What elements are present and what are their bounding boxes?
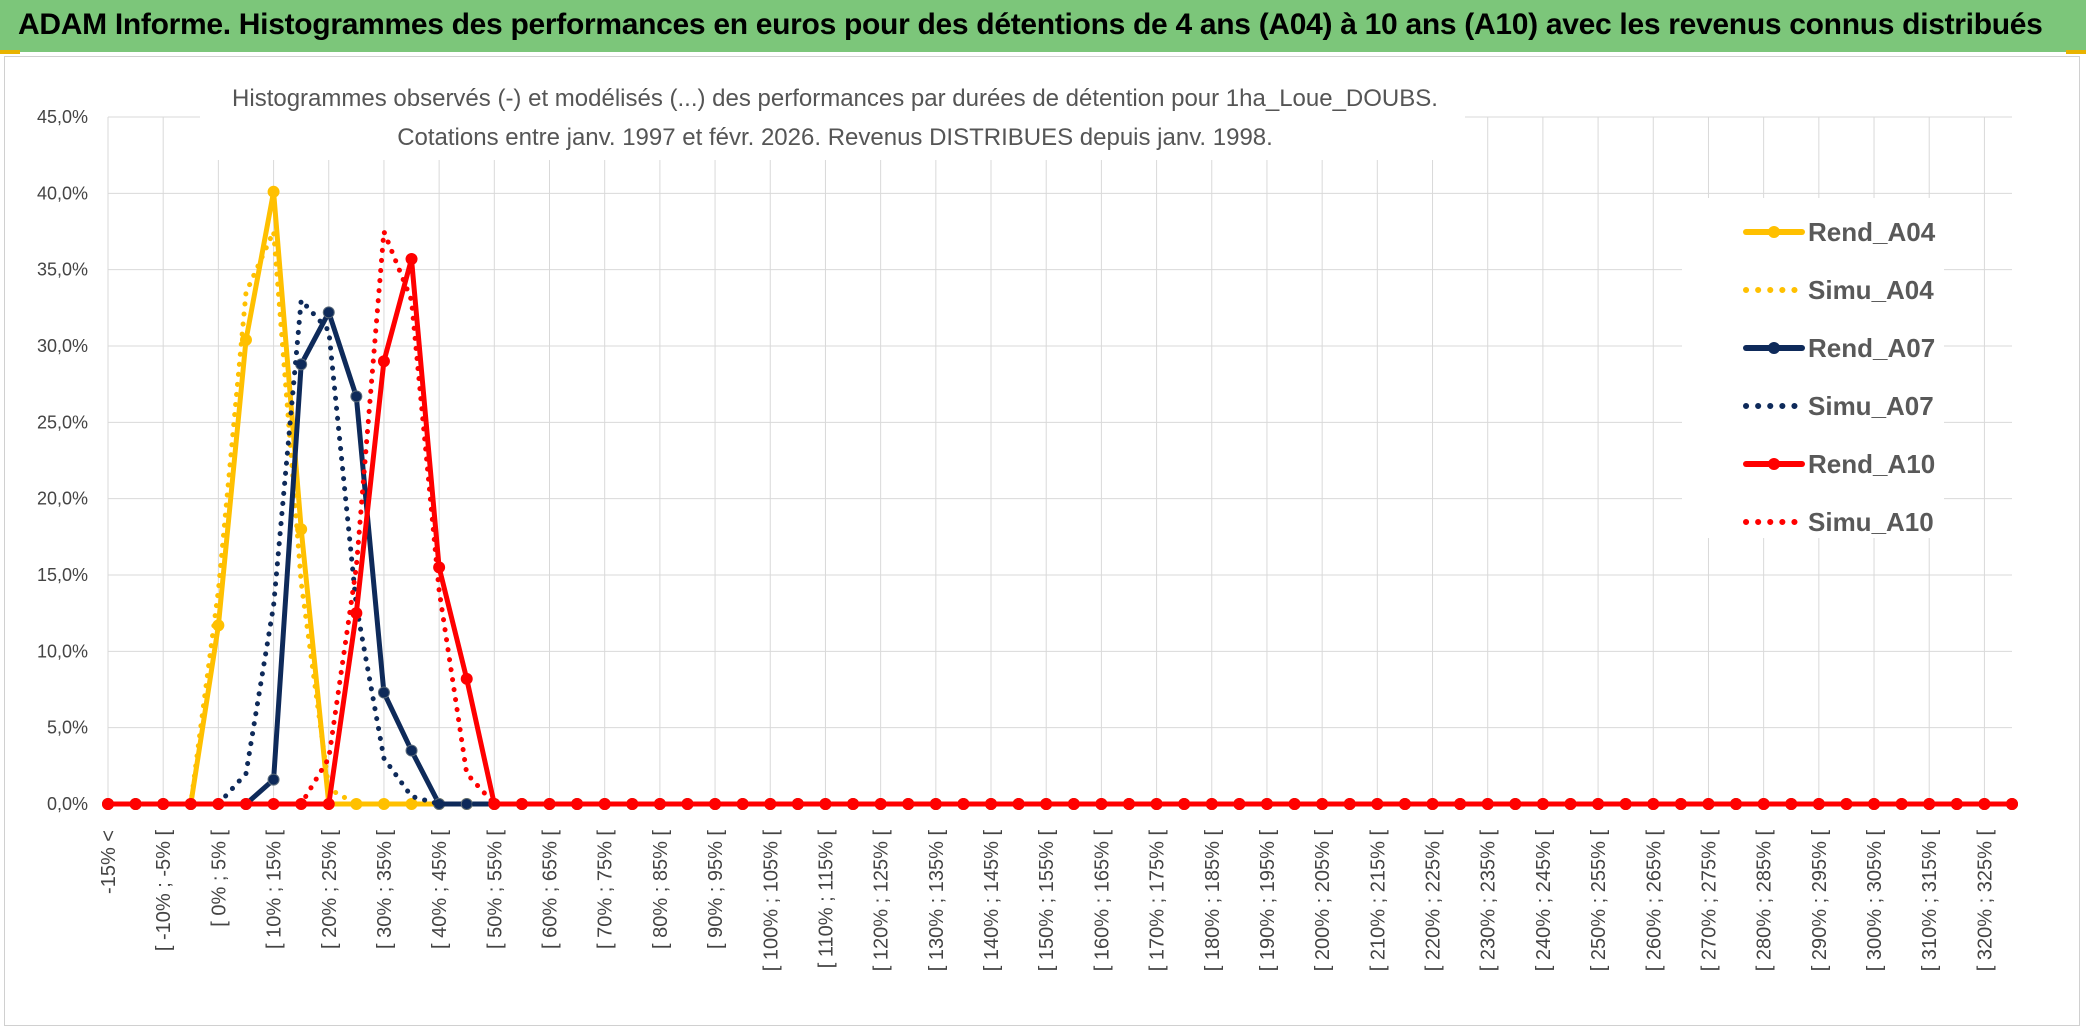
x-tick-label: [ 180% ; 185% [ — [1202, 830, 1224, 972]
x-tick-label: [ 290% ; 295% [ — [1809, 830, 1831, 972]
y-axis-labels: 0,0% 5,0% 10,0% 15,0% 20,0% 25,0% 30,0% 35,0% 40… — [37, 107, 88, 814]
report-title: ADAM Informe. Histogrammes des performan… — [18, 8, 2043, 41]
data-point-rend-a07 — [350, 390, 363, 403]
chart-title-line1: Histogrammes observés (-) et modélisés (… — [232, 85, 1438, 112]
legend-label-rend-a10: Rend_A10 — [1808, 449, 1935, 479]
data-point-rend-a07 — [377, 686, 390, 699]
series-line-rend-a10 — [105, 256, 2015, 807]
legend-marker-rend-a10 — [1768, 458, 1780, 470]
x-tick-label: [ 30% ; 35% [ — [374, 830, 396, 949]
chart-title-background — [200, 78, 1465, 160]
x-tick-label: [ 20% ; 25% [ — [319, 830, 341, 949]
x-tick-label: [ 190% ; 195% [ — [1257, 830, 1279, 972]
x-tick-label: [ 270% ; 275% [ — [1698, 830, 1720, 972]
y-tick-label: 35,0% — [37, 260, 88, 280]
chart-title-line2: Cotations entre janv. 1997 et févr. 2026… — [397, 124, 1273, 151]
x-tick-label: [ 300% ; 305% [ — [1864, 830, 1886, 972]
x-tick-label: [ 310% ; 315% [ — [1919, 830, 1941, 972]
x-tick-label: [ 260% ; 265% [ — [1643, 830, 1665, 972]
x-tick-label: -15% < — [98, 830, 120, 894]
x-tick-label: [ 200% ; 205% [ — [1312, 830, 1334, 972]
x-tick-label: [ 240% ; 245% [ — [1533, 830, 1555, 972]
x-tick-label: [ 150% ; 155% [ — [1036, 830, 1058, 972]
y-tick-label: 0,0% — [47, 794, 88, 814]
legend-label-simu-a04: Simu_A04 — [1808, 275, 1934, 305]
legend-label-simu-a10: Simu_A10 — [1808, 507, 1934, 537]
x-tick-label: [ 320% ; 325% [ — [1974, 830, 1996, 972]
x-tick-label: [ 50% ; 55% [ — [484, 830, 506, 949]
legend-background — [1682, 198, 1944, 538]
x-tick-label: [ -10% ; -5% [ — [153, 830, 175, 952]
legend-label-simu-a07: Simu_A07 — [1808, 391, 1934, 421]
data-point-rend-a07 — [322, 306, 335, 319]
data-point-rend-a07 — [267, 773, 280, 786]
y-tick-label: 30,0% — [37, 336, 88, 356]
data-point-rend-a10 — [460, 672, 473, 685]
x-tick-label: [ 130% ; 135% [ — [926, 830, 948, 972]
x-tick-label: [ 70% ; 75% [ — [595, 830, 617, 949]
legend-marker-rend-a07 — [1768, 342, 1780, 354]
y-tick-label: 15,0% — [37, 565, 88, 585]
x-tick-label: [ 0% ; 5% [ — [208, 830, 230, 927]
data-point-rend-a10 — [322, 798, 335, 810]
x-tick-label: [ 170% ; 175% [ — [1147, 830, 1169, 972]
x-tick-label: [ 90% ; 95% [ — [705, 830, 727, 949]
y-tick-label: 10,0% — [37, 641, 88, 661]
y-tick-label: 20,0% — [37, 489, 88, 509]
legend-marker-rend-a04 — [1768, 226, 1780, 238]
header-accent-right — [2066, 50, 2086, 54]
y-tick-label: 25,0% — [37, 412, 88, 432]
x-tick-label: [ 250% ; 255% [ — [1588, 830, 1610, 972]
x-tick-label: [ 210% ; 215% [ — [1367, 830, 1389, 972]
chart-legend: Rend_A04 Simu_A04 Rend_A07 Simu_A07 Rend_A10… — [1682, 198, 1944, 538]
y-tick-label: 5,0% — [47, 718, 88, 738]
x-axis-labels: -15% < [ -10% ; -5% [ [ 0% ; 5% [ [ 10% ; 1… — [98, 830, 1996, 972]
report-header: ADAM Informe. Histogrammes des performan… — [0, 0, 2086, 52]
data-point-rend-a07 — [405, 744, 418, 757]
y-tick-label: 40,0% — [37, 183, 88, 203]
x-tick-label: [ 280% ; 285% [ — [1754, 830, 1776, 972]
data-point-rend-a04 — [267, 185, 280, 198]
data-point-rend-a10 — [350, 607, 363, 620]
x-tick-label: [ 220% ; 225% [ — [1423, 830, 1445, 972]
data-point-rend-a10 — [2006, 798, 2018, 810]
data-point-rend-a10 — [405, 252, 418, 265]
legend-label-rend-a04: Rend_A04 — [1808, 217, 1936, 247]
x-tick-label: [ 100% ; 105% [ — [760, 830, 782, 972]
x-tick-label: [ 230% ; 235% [ — [1478, 830, 1500, 972]
series-lines — [102, 185, 2018, 810]
y-tick-label: 45,0% — [37, 107, 88, 127]
legend-label-rend-a07: Rend_A07 — [1808, 333, 1935, 363]
x-tick-label: [ 60% ; 65% [ — [540, 830, 562, 949]
x-tick-label: [ 140% ; 145% [ — [981, 830, 1003, 972]
x-tick-label: [ 110% ; 115% [ — [815, 830, 837, 969]
chart-frame — [4, 56, 2080, 1026]
header-accent-left — [0, 50, 20, 54]
x-tick-label: [ 40% ; 45% [ — [429, 830, 451, 949]
x-tick-label: [ 160% ; 165% [ — [1091, 830, 1113, 972]
x-tick-label: [ 120% ; 125% [ — [871, 830, 893, 972]
data-point-rend-a10 — [377, 355, 390, 368]
x-tick-label: [ 80% ; 85% [ — [650, 830, 672, 949]
x-tick-label: [ 10% ; 15% [ — [264, 830, 286, 949]
